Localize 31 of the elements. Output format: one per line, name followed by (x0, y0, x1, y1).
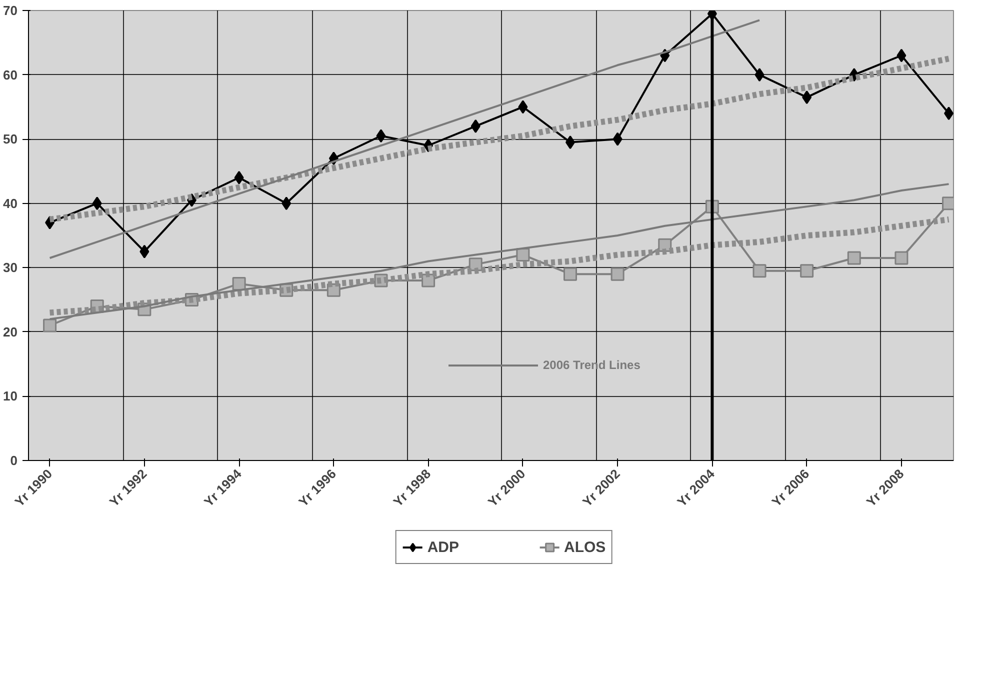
point (140, 244, 150, 258)
y-tick-label: 30 (3, 260, 18, 276)
legend-label: ALOS (564, 538, 606, 556)
point (43, 318, 57, 332)
point (847, 251, 861, 265)
point (516, 248, 530, 262)
point (564, 267, 577, 281)
point (612, 132, 622, 146)
y-tick-label: 50 (3, 132, 18, 147)
point (232, 276, 246, 290)
point (234, 170, 244, 184)
y-tick-label: 60 (3, 67, 18, 82)
y-tick-label: 40 (3, 196, 18, 211)
y-tick-label: 10 (3, 388, 18, 404)
point (92, 196, 102, 210)
point (800, 264, 814, 278)
point (754, 68, 764, 82)
y-tick-label: 20 (3, 324, 18, 340)
point (282, 196, 292, 210)
y-tick-label: 70 (3, 3, 18, 18)
line-series (48, 19, 761, 259)
point (518, 100, 528, 114)
y-tick-label: 0 (10, 453, 18, 468)
point (752, 264, 766, 278)
point (894, 251, 908, 265)
point (376, 129, 386, 143)
legend-label: ADP (427, 538, 459, 556)
point (470, 119, 480, 133)
point (802, 90, 812, 104)
point (610, 267, 624, 281)
point (896, 48, 906, 62)
